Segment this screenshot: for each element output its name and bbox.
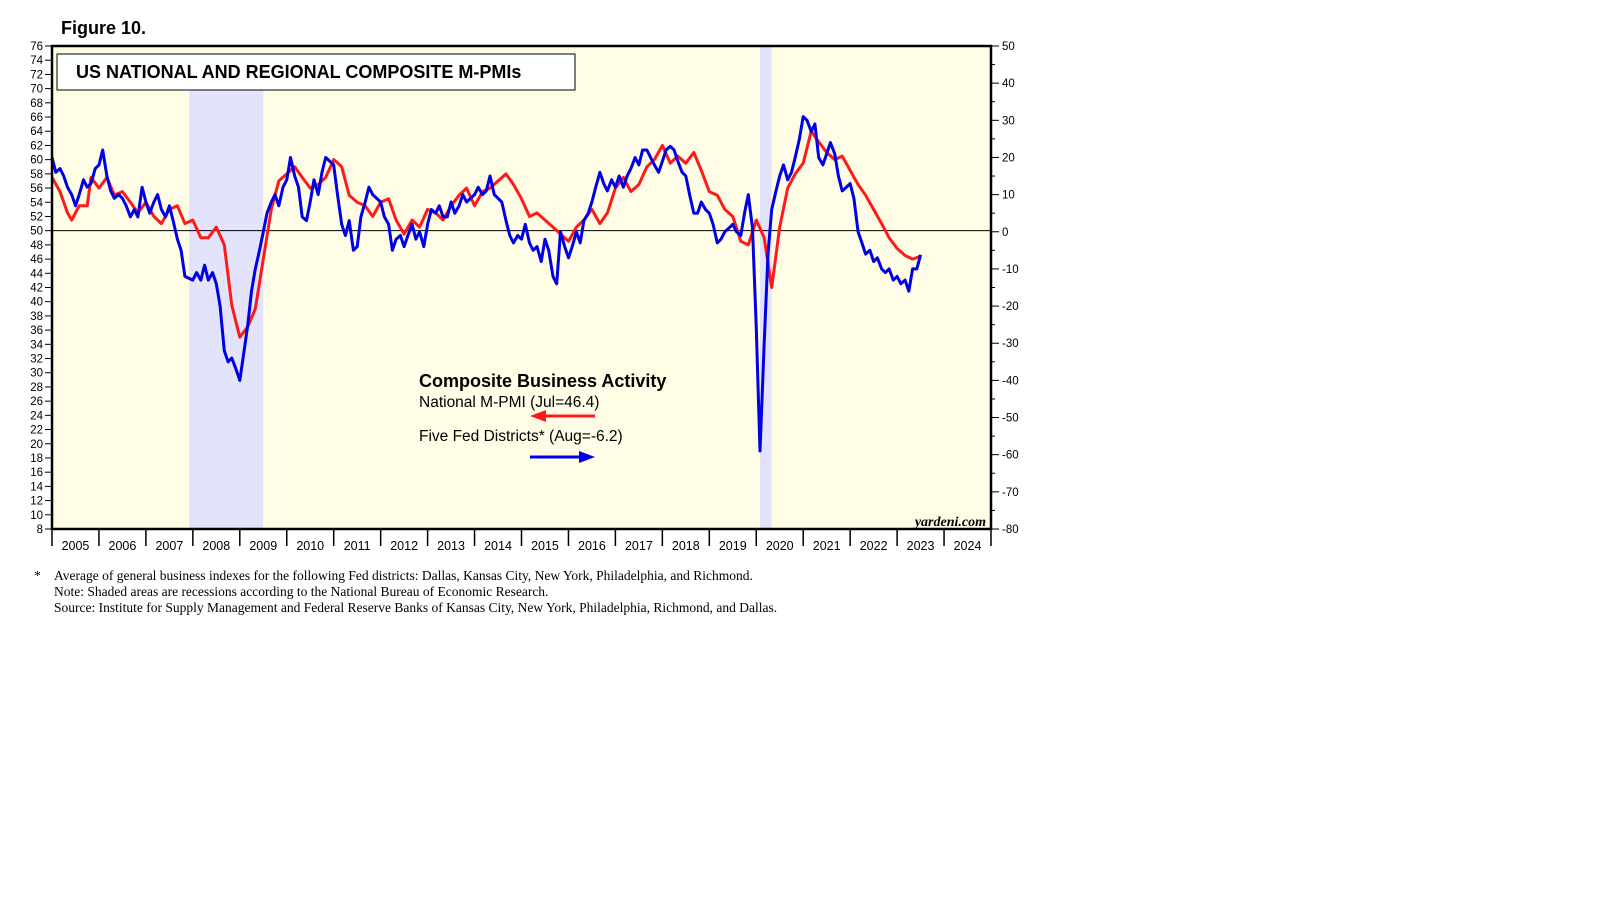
right-axis-tick-label: -30 [1002, 338, 1019, 350]
left-axis-tick-label: 28 [30, 382, 43, 394]
left-axis-tick-label: 42 [30, 283, 43, 295]
right-axis-tick-label: -10 [1002, 264, 1019, 276]
x-axis-year-label: 2015 [531, 539, 559, 553]
right-axis-tick-label: -20 [1002, 301, 1019, 313]
x-axis-year-label: 2019 [719, 539, 747, 553]
right-axis-tick-label: 50 [1002, 41, 1015, 53]
left-axis-tick-label: 20 [30, 439, 43, 451]
left-axis-tick-label: 52 [30, 211, 43, 223]
left-axis-tick-label: 12 [30, 496, 43, 508]
right-axis-tick-label: -80 [1002, 524, 1019, 536]
x-axis-year-label: 2013 [437, 539, 465, 553]
left-axis-tick-label: 68 [30, 98, 43, 110]
x-axis-year-label: 2024 [954, 539, 982, 553]
x-axis-year-label: 2006 [109, 539, 137, 553]
right-axis-tick-label: 30 [1002, 115, 1015, 127]
legend-title: Composite Business Activity [419, 371, 666, 391]
chart-title: US NATIONAL AND REGIONAL COMPOSITE M-PMI… [76, 62, 521, 82]
x-axis-year-label: 2008 [202, 539, 230, 553]
left-axis-tick-label: 8 [37, 524, 43, 536]
right-axis-tick-label: -50 [1002, 413, 1019, 425]
left-axis-tick-label: 72 [30, 69, 43, 81]
x-axis-year-label: 2014 [484, 539, 512, 553]
x-axis-year-label: 2017 [625, 539, 653, 553]
left-axis-tick-label: 56 [30, 183, 43, 195]
left-axis-tick-label: 30 [30, 368, 43, 380]
x-axis-year-label: 2016 [578, 539, 606, 553]
source-text: Source: Institute for Supply Management … [54, 600, 778, 615]
left-axis-tick-label: 70 [30, 84, 43, 96]
right-axis-tick-label: -70 [1002, 487, 1019, 499]
left-axis-tick-label: 22 [30, 425, 43, 437]
x-axis-year-label: 2009 [249, 539, 277, 553]
footnote-star: * [34, 568, 41, 583]
x-axis: 2005 2006 2007 2008 2009 2010 2011 2012 2013 2014… [51, 529, 992, 553]
left-axis-tick-label: 46 [30, 254, 43, 266]
footnote-line: * Average of general business indexes fo… [30, 568, 1030, 584]
legend-label-national: National M-PMI (Jul=46.4) [419, 394, 599, 411]
right-axis-tick-label: 10 [1002, 190, 1015, 202]
left-axis-tick-label: 10 [30, 510, 43, 522]
legend-arrow-right [530, 451, 595, 463]
recession-band [189, 90, 264, 529]
left-axis-tick-label: 18 [30, 453, 43, 465]
watermark: yardeni.com [913, 515, 986, 530]
right-axis-tick-label: -60 [1002, 450, 1019, 462]
left-axis-tick-label: 58 [30, 169, 43, 181]
x-axis-year-label: 2012 [390, 539, 418, 553]
title-box [56, 53, 576, 91]
legend-label-fed: Five Fed Districts* (Aug=-6.2) [419, 428, 623, 445]
right-axis: 50 40 30 20 10 0 -10 -20 -30 -40 -50 -60 -70 -80 [991, 41, 1019, 536]
note-line: Note: Shaded areas are recessions accord… [30, 584, 1030, 600]
left-axis-tick-label: 48 [30, 240, 43, 252]
x-axis-year-label: 2018 [672, 539, 700, 553]
right-axis-tick-label: 20 [1002, 152, 1015, 164]
footnotes: * Average of general business indexes fo… [30, 568, 1030, 616]
left-axis-tick-label: 60 [30, 155, 43, 167]
left-axis-tick-label: 16 [30, 467, 43, 479]
left-axis-tick-label: 24 [30, 410, 43, 422]
left-axis-tick-label: 66 [30, 112, 43, 124]
x-axis-year-label: 2023 [907, 539, 935, 553]
left-axis-tick-label: 50 [30, 226, 43, 238]
source-line: Source: Institute for Supply Management … [30, 600, 1030, 616]
right-axis-tick-label: -40 [1002, 375, 1019, 387]
left-axis-tick-label: 40 [30, 297, 43, 309]
right-axis-tick-label: 0 [1002, 227, 1008, 239]
x-axis-year-label: 2011 [344, 539, 371, 553]
x-axis-year-label: 2021 [813, 539, 841, 553]
x-axis-year-label: 2020 [766, 539, 794, 553]
left-axis-tick-label: 38 [30, 311, 43, 323]
x-axis-year-label: 2022 [860, 539, 888, 553]
left-axis-tick-label: 34 [30, 339, 43, 351]
series-line-five-fed-districts [50, 115, 923, 453]
left-axis-tick-label: 62 [30, 140, 43, 152]
x-axis-year-label: 2005 [62, 539, 90, 553]
left-axis-tick-label: 76 [30, 41, 43, 53]
x-axis-year-label: 2010 [296, 539, 324, 553]
left-axis-tick-label: 64 [30, 126, 43, 138]
left-axis-tick-label: 14 [30, 481, 43, 493]
x-axis-year-label: 2007 [155, 539, 183, 553]
left-axis-tick-label: 32 [30, 354, 43, 366]
footnote-text: Average of general business indexes for … [54, 568, 753, 583]
left-axis-tick-label: 74 [30, 55, 43, 67]
left-axis: 76 74 72 70 68 66 64 62 60 58 56 54 52 50 48 46 44 42 40 38… [30, 41, 52, 536]
note-text: Note: Shaded areas are recessions accord… [54, 584, 549, 599]
left-axis-tick-label: 44 [30, 268, 43, 280]
right-axis-tick-label: 40 [1002, 78, 1015, 90]
figure-label: Figure 10. [61, 18, 146, 38]
legend-arrow-left [530, 410, 595, 422]
left-axis-tick-label: 54 [30, 197, 43, 209]
left-axis-tick-label: 26 [30, 396, 43, 408]
left-axis-tick-label: 36 [30, 325, 43, 337]
